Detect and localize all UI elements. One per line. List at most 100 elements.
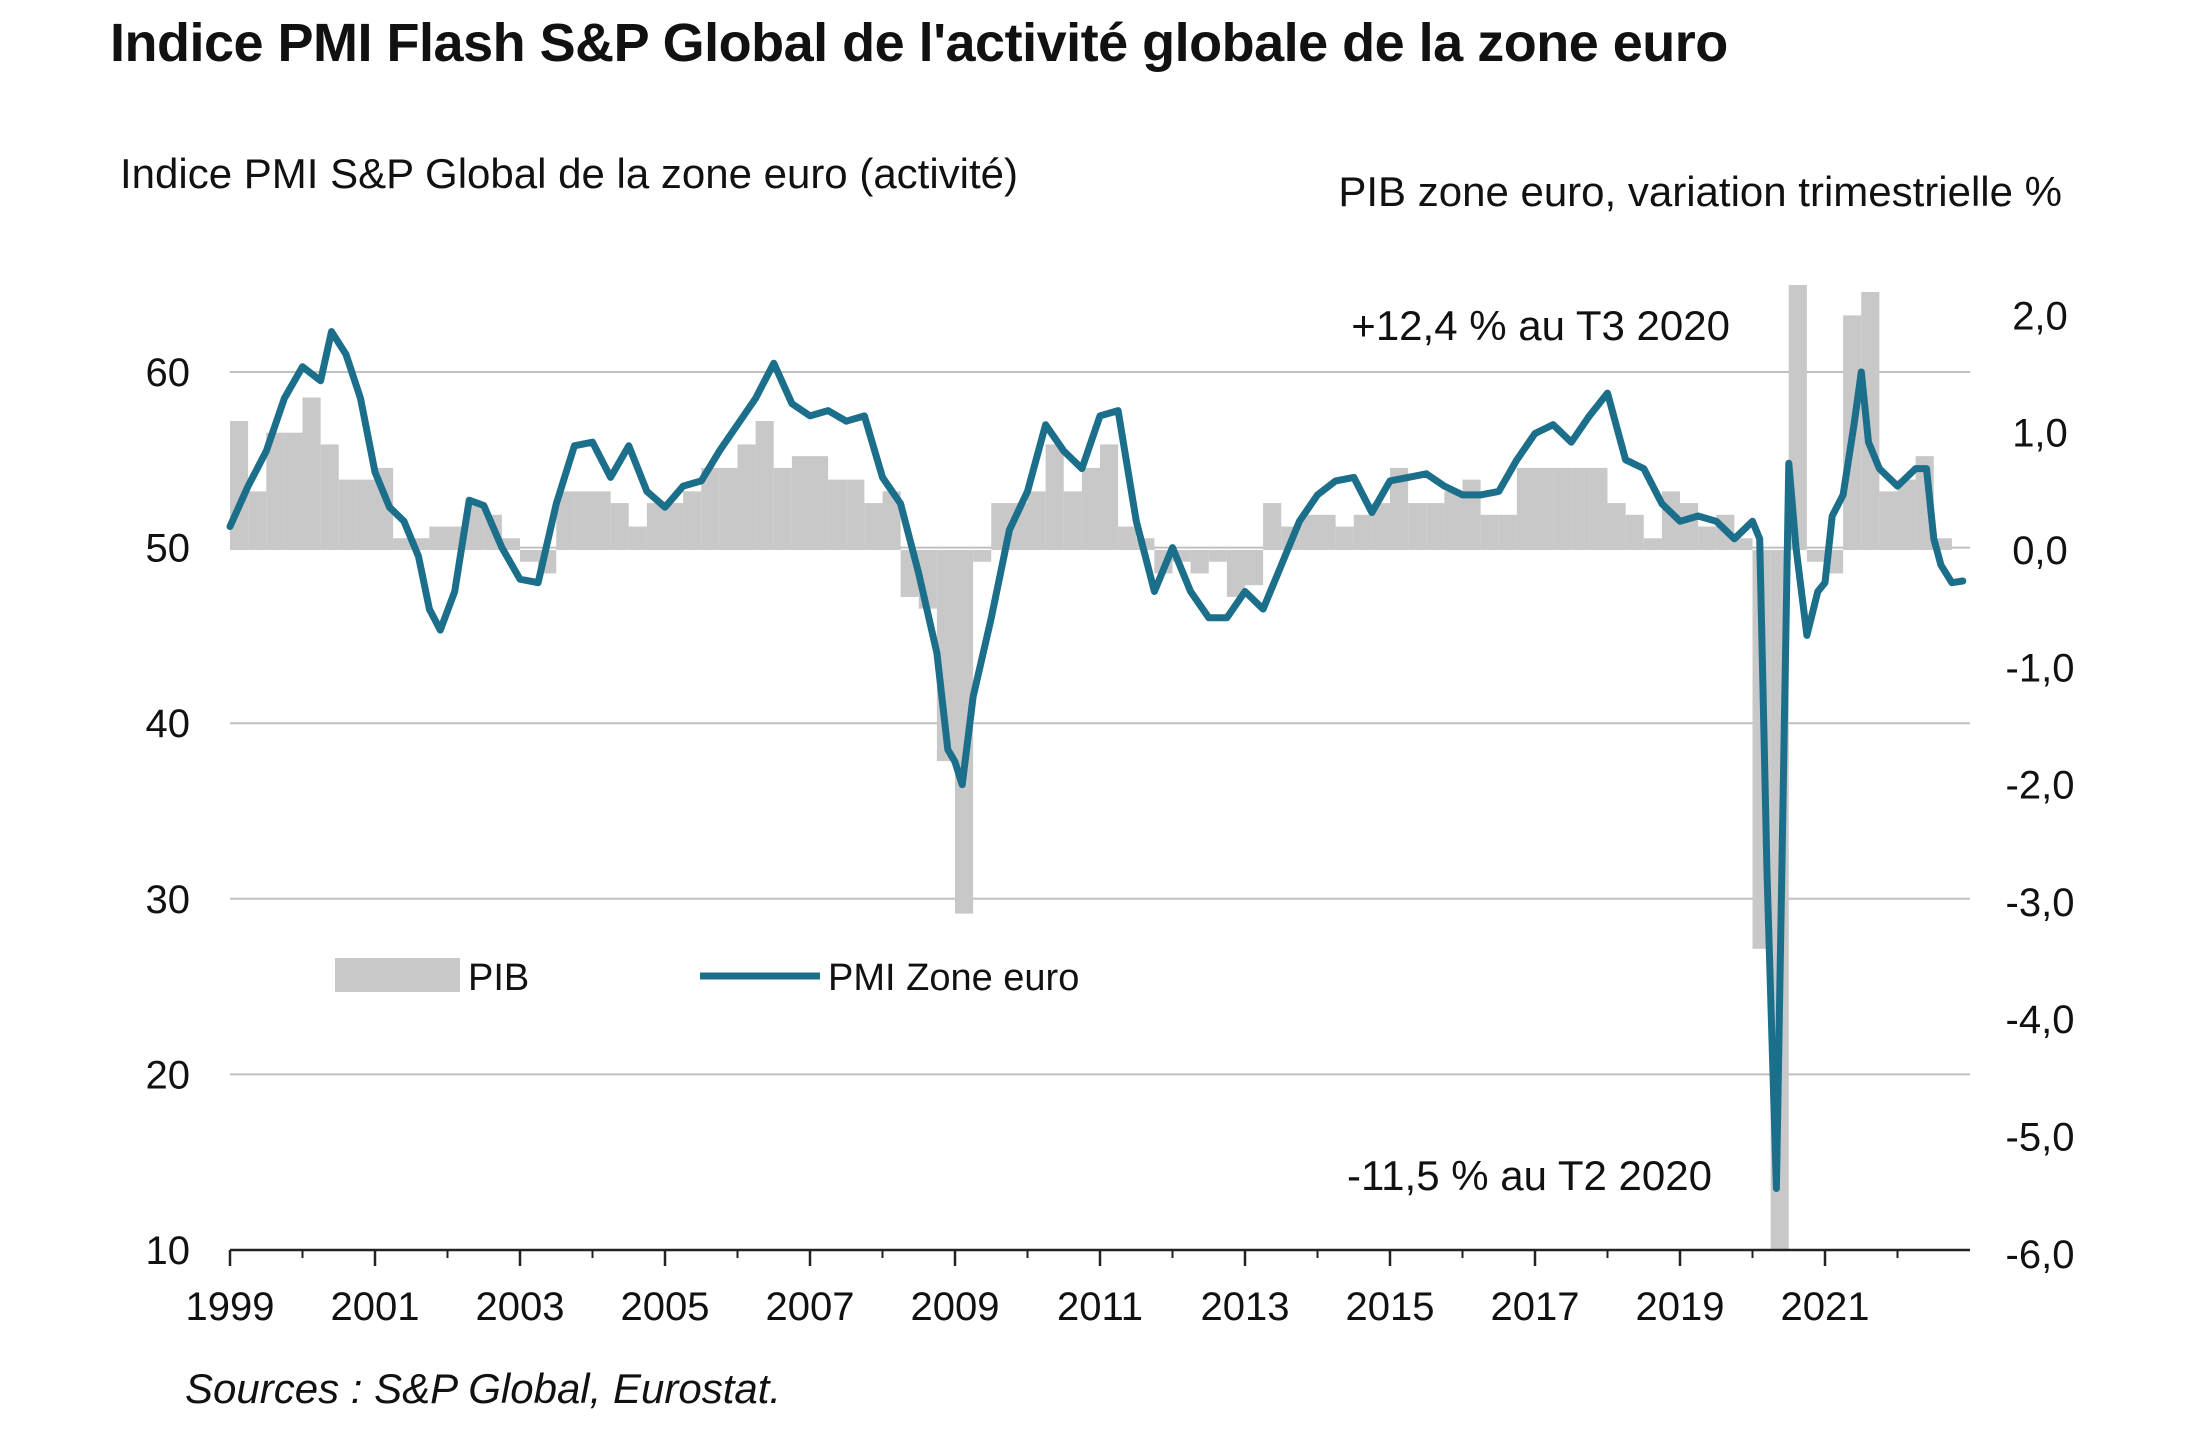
gdp-bar	[864, 503, 883, 550]
gdp-bar	[1063, 491, 1082, 550]
gdp-bar	[701, 467, 720, 550]
gdp-bar	[429, 526, 448, 550]
gdp-bar	[755, 420, 774, 550]
gdp-bar	[1879, 491, 1898, 550]
gdp-bar	[1625, 514, 1644, 550]
gdp-bar	[338, 479, 357, 550]
gdp-bar	[882, 491, 901, 550]
gdp-bar	[284, 432, 303, 550]
gdp-bar	[1607, 503, 1626, 550]
legend-gdp-swatch	[335, 958, 460, 992]
gdp-bar	[592, 491, 611, 550]
gdp-bar	[846, 479, 865, 550]
pmi-line	[226, 328, 1967, 1192]
gdp-bar	[1897, 479, 1916, 550]
x-tick-label: 2007	[766, 1285, 855, 1329]
left-axis-title: Indice PMI S&P Global de la zone euro (a…	[120, 150, 1019, 197]
gdp-bar	[773, 467, 792, 550]
left-tick-label: 40	[146, 702, 191, 746]
right-tick-label: -6,0	[2006, 1233, 2075, 1277]
gdp-bar	[973, 550, 992, 562]
gdp-bar	[574, 491, 593, 550]
source-note: Sources : S&P Global, Eurostat.	[185, 1365, 782, 1412]
gdp-bar	[1263, 503, 1282, 550]
gdp-bar	[1516, 467, 1535, 550]
gdp-bar	[665, 503, 684, 550]
gdp-bar	[810, 456, 829, 550]
gdp-bar	[719, 467, 738, 550]
gdp-bar	[1444, 491, 1463, 550]
gdp-bar	[1571, 467, 1590, 550]
gdp-bar	[1806, 550, 1825, 562]
x-tick-label: 2019	[1636, 1285, 1725, 1329]
x-tick-label: 2017	[1491, 1285, 1580, 1329]
gdp-bar	[1734, 538, 1753, 550]
gdp-bar	[1553, 467, 1572, 550]
gdp-bar	[1100, 444, 1119, 550]
gdp-bar	[1480, 514, 1499, 550]
gdp-bar	[520, 550, 539, 562]
x-tick-label: 2003	[476, 1285, 565, 1329]
gdp-bar	[1245, 550, 1264, 586]
gdp-bar	[1535, 467, 1554, 550]
gdp-bar	[393, 538, 412, 550]
gdp-bar	[556, 491, 575, 550]
x-tick-label: 2009	[911, 1285, 1000, 1329]
gdp-bar	[1335, 526, 1354, 550]
gdp-bar	[248, 491, 267, 550]
right-tick-label: 2,0	[2012, 294, 2068, 338]
x-tick-label: 2011	[1057, 1285, 1143, 1329]
right-tick-label: 0,0	[2012, 529, 2068, 573]
gdp-bar	[828, 479, 847, 550]
x-tick-label: 1999	[186, 1285, 275, 1329]
gdp-bar	[411, 538, 430, 550]
left-tick-label: 20	[146, 1053, 191, 1097]
gdp-bar	[1861, 291, 1880, 550]
left-tick-label: 30	[146, 878, 191, 922]
gdp-bar	[1118, 526, 1137, 550]
gdp-bar	[1172, 550, 1191, 562]
gdp-bar	[1408, 503, 1427, 550]
gdp-bar	[1390, 467, 1409, 550]
gdp-bar	[1462, 479, 1481, 550]
right-tick-label: -5,0	[2006, 1116, 2075, 1160]
gdp-bar	[646, 503, 665, 550]
right-tick-label: -4,0	[2006, 998, 2075, 1042]
chart-title: Indice PMI Flash S&P Global de l'activit…	[110, 13, 1728, 73]
gdp-bar	[1299, 514, 1318, 550]
gdp-bar	[737, 444, 756, 550]
gdp-bar	[1698, 526, 1717, 550]
gdp-bar	[1027, 491, 1046, 550]
gdp-bar	[1426, 503, 1445, 550]
left-tick-label: 60	[146, 351, 191, 395]
gdp-bar	[1643, 538, 1662, 550]
right-tick-label: 1,0	[2012, 412, 2068, 456]
x-tick-label: 2001	[331, 1285, 420, 1329]
x-tick-label: 2015	[1346, 1285, 1435, 1329]
x-tick-label: 2021	[1781, 1285, 1870, 1329]
gdp-bar	[1371, 503, 1390, 550]
gdp-bar	[302, 397, 321, 550]
gdp-bar	[1498, 514, 1517, 550]
gdp-bar	[955, 550, 974, 914]
gdp-bar	[1589, 467, 1608, 550]
gdp-bar	[1317, 514, 1336, 550]
right-tick-label: -2,0	[2006, 764, 2075, 808]
annotation-gdp-peak: +12,4 % au T3 2020	[1351, 302, 1730, 349]
gdp-bar	[683, 491, 702, 550]
gdp-bar	[1933, 538, 1952, 550]
gdp-bar	[320, 444, 339, 550]
gdp-bar	[628, 526, 647, 550]
gdp-bar	[1226, 550, 1245, 597]
legend-pmi-label: PMI Zone euro	[828, 957, 1079, 999]
left-tick-label: 50	[146, 527, 191, 571]
right-tick-label: -3,0	[2006, 881, 2075, 925]
gdp-bar	[356, 479, 375, 550]
legend-gdp-label: PIB	[468, 957, 529, 999]
right-axis-title: PIB zone euro, variation trimestrielle %	[1338, 168, 2062, 215]
gdp-bar	[791, 456, 810, 550]
gdp-bar	[1353, 514, 1372, 550]
gdp-bar	[266, 432, 285, 550]
x-tick-label: 2013	[1201, 1285, 1290, 1329]
